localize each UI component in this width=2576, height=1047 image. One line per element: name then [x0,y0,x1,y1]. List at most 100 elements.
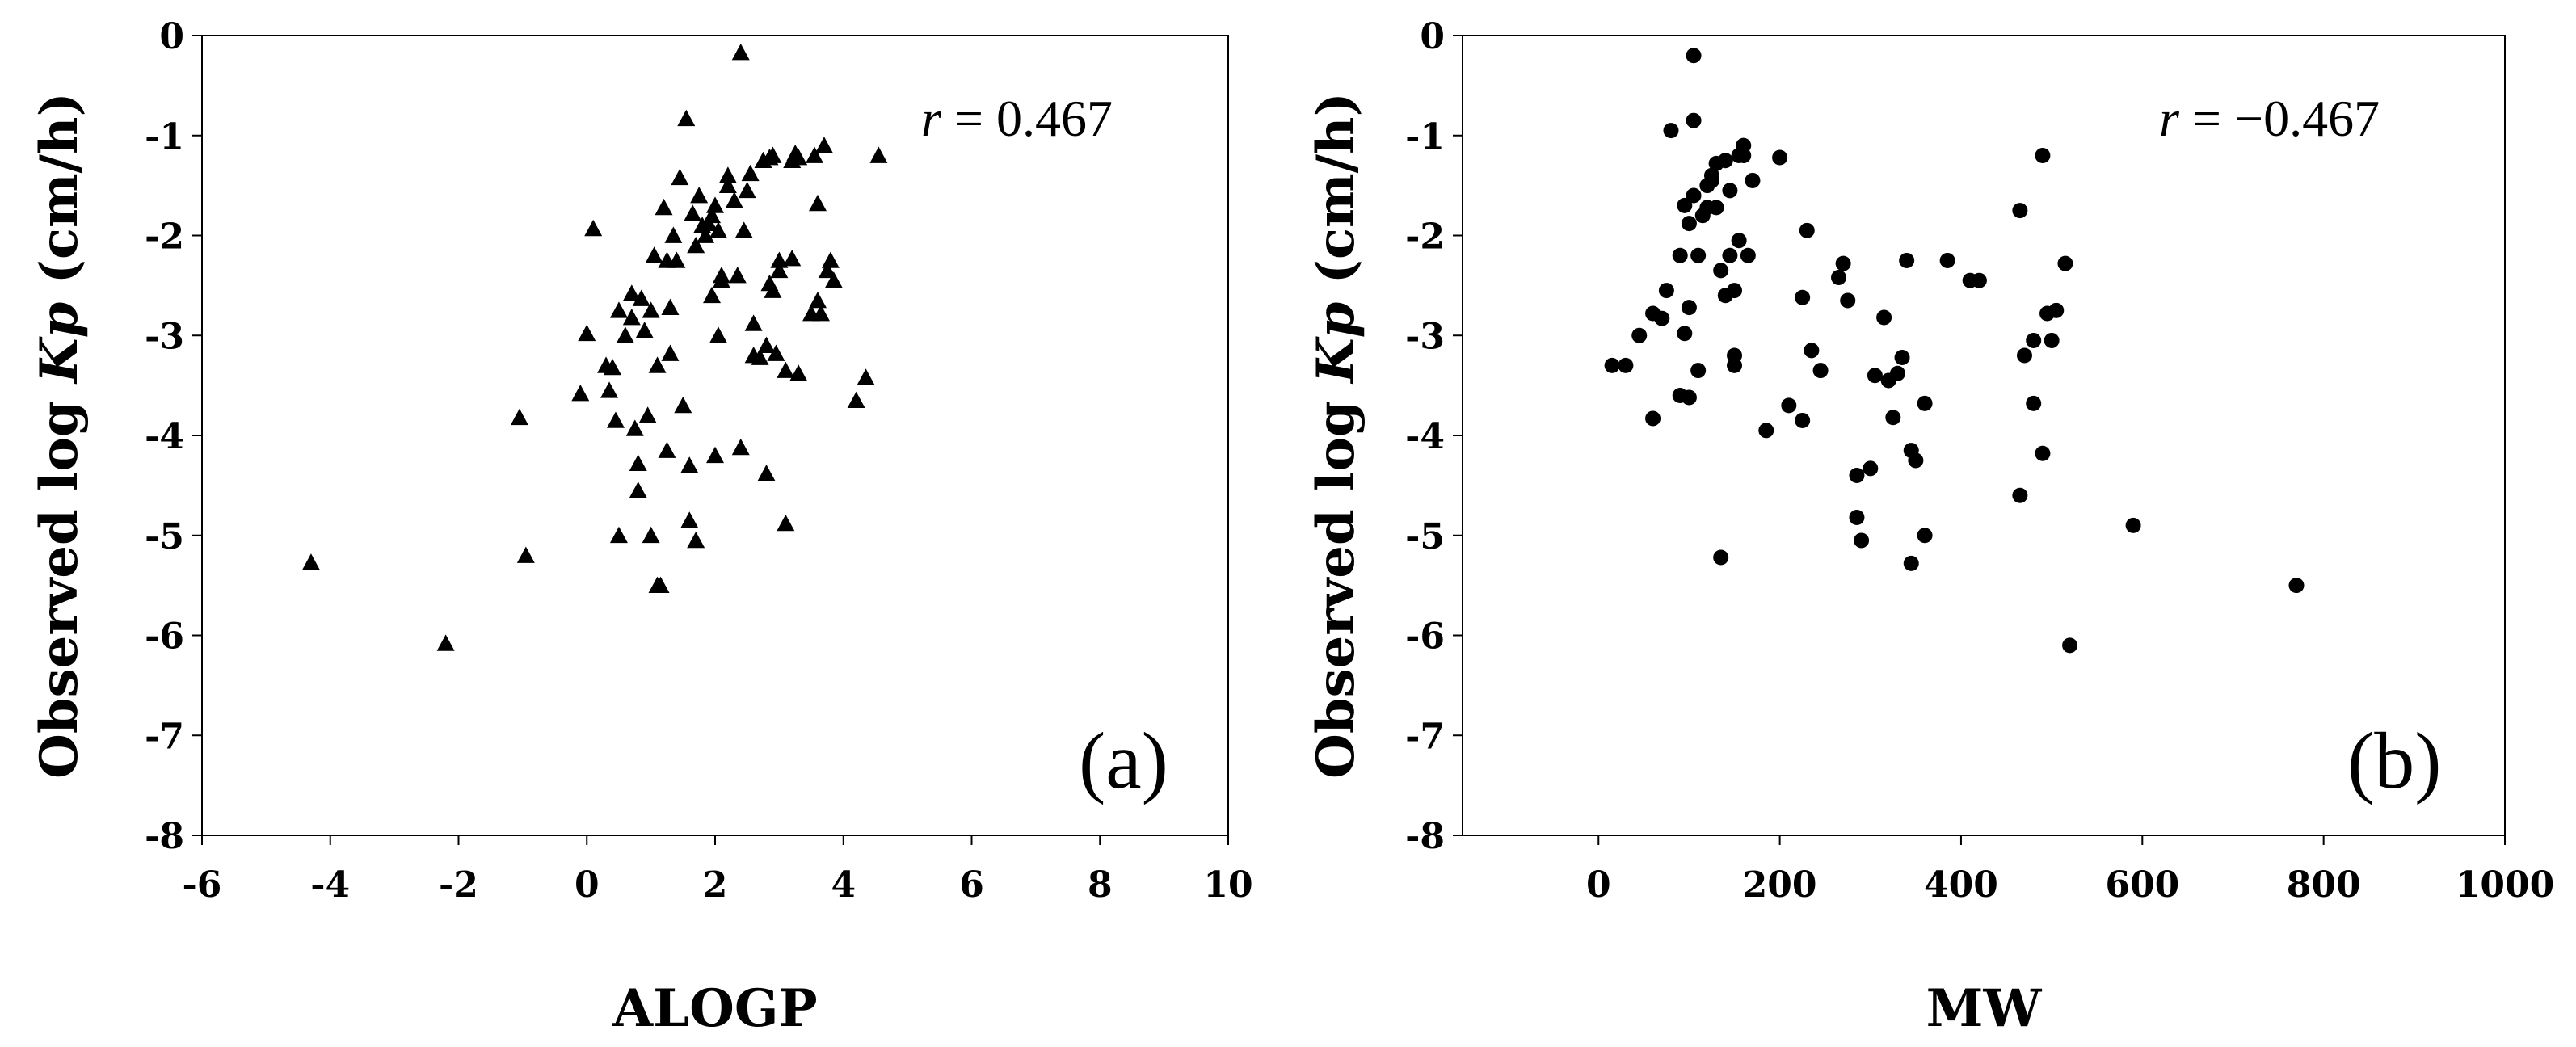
x-tick-label-b: 400 [1924,864,1998,906]
data-point-a [814,137,833,153]
data-point-a [741,164,760,182]
x-tick-label-a: -2 [439,864,478,906]
ticks-a: -6 -4 -2 0 2 4 6 8 10 0 -1 -2 -3 -4 -5 -6 -7 -8 [145,16,1253,906]
y-tick-label-a: -8 [145,816,184,857]
data-point-a [789,364,808,381]
data-point-a [606,411,625,428]
y-tick-label-a: 0 [159,16,184,57]
data-point-a [516,546,535,563]
data-point-a [770,251,789,268]
data-point-a [680,456,699,473]
data-point-b [1795,412,1811,428]
y-axis-title-b-post: (cm/h) [1306,92,1366,301]
y-tick-label-a: -7 [145,716,184,757]
data-point-a [869,146,888,163]
data-point-a [578,324,596,342]
data-point-b [1663,123,1679,139]
r-symbol-a: r [921,90,942,147]
y-tick-label-b: -3 [1405,316,1445,357]
data-point-b [1708,200,1724,216]
data-point-a [684,204,702,221]
data-point-b [2048,302,2065,318]
y-tick-label-a: -1 [145,116,184,158]
x-tick-label-b: 800 [2287,864,2361,906]
y-axis-title-b: Observed log Kp (cm/h) [1306,92,1366,779]
data-point-a [664,226,683,243]
data-point-a [777,361,795,378]
data-point-a [609,301,628,318]
data-point-a [510,408,528,426]
r-value-b: = −0.467 [2179,90,2380,147]
data-point-a [635,322,654,338]
data-point-b [1867,368,1883,384]
data-point-a [751,348,769,365]
data-point-b [1672,247,1688,263]
data-point-a [667,251,686,268]
data-point-b [2012,487,2028,503]
data-point-b [1917,395,1933,411]
data-point-a [818,261,836,279]
points-b [1604,48,2305,654]
data-point-b [1849,509,1865,525]
y-axis-title-a: Observed log Kp (cm/h) [29,92,90,779]
data-point-b [1717,153,1733,169]
data-point-b [1677,197,1693,213]
data-point-b [1681,389,1697,406]
data-point-b [2026,395,2042,411]
r-value-a: = 0.467 [941,90,1113,147]
data-point-b [1690,363,1707,379]
data-point-a [632,289,650,306]
data-point-a [824,271,843,288]
data-point-b [1903,555,1919,571]
data-point-a [687,236,705,254]
data-point-b [1713,549,1729,566]
x-tick-label-b: 200 [1743,864,1817,906]
data-point-a [821,251,840,268]
data-point-b [1681,216,1697,232]
data-point-b [2125,517,2141,533]
x-tick-label-b: 1000 [2456,864,2554,906]
data-point-b [1894,349,1910,365]
data-point-b [1863,460,1879,477]
data-point-a [677,109,696,127]
data-point-a [629,481,647,498]
correlation-label-a: r = 0.467 [921,90,1113,147]
data-point-b [1804,343,1820,359]
data-point-b [1831,269,1847,285]
x-tick-label-a: 4 [831,864,856,906]
y-axis-title-a-italic: Kp [29,302,90,385]
data-point-b [1772,149,1788,166]
data-point-b [1731,233,1747,249]
data-point-b [2062,637,2078,654]
y-tick-label-a: -3 [145,316,184,357]
data-point-a [638,406,657,423]
x-axis-title-b: MW [1926,978,2043,1039]
data-point-a [584,219,603,237]
x-tick-label-a: -4 [310,864,350,906]
data-point-b [1799,222,1815,238]
data-point-b [2012,203,2028,219]
data-point-b [1835,255,1851,271]
scatter-panel-a: -6 -4 -2 0 2 4 6 8 10 0 -1 -2 -3 -4 -5 -6 -7 -8 r = 0.467… [29,16,1253,1039]
data-point-a [757,465,776,481]
data-point-b [1645,410,1661,427]
data-point-a [661,344,680,361]
data-point-a [571,385,590,402]
scatter-panel-b: 0 200 400 600 800 1000 0 -1 -2 -3 -4 -5 -6 -7 -8 r = −… [1306,16,2554,1039]
panel-label-a: (a) [1079,716,1168,805]
y-axis-title-b-pre: Observed log [1306,383,1366,779]
data-point-b [2288,578,2305,594]
data-point-b [2016,347,2032,364]
x-tick-label-a: 6 [959,864,984,906]
y-tick-label-b: -7 [1405,716,1445,757]
data-point-b [1849,468,1865,483]
y-tick-label-b: -8 [1405,816,1445,857]
y-tick-label-b: -6 [1405,616,1445,658]
data-point-b [1736,148,1752,163]
correlation-label-b: r = −0.467 [2159,90,2380,147]
data-point-a [718,166,737,183]
data-point-b [1908,452,1924,469]
points-a [301,44,888,651]
data-point-b [1885,410,1901,426]
data-point-a [661,298,680,315]
